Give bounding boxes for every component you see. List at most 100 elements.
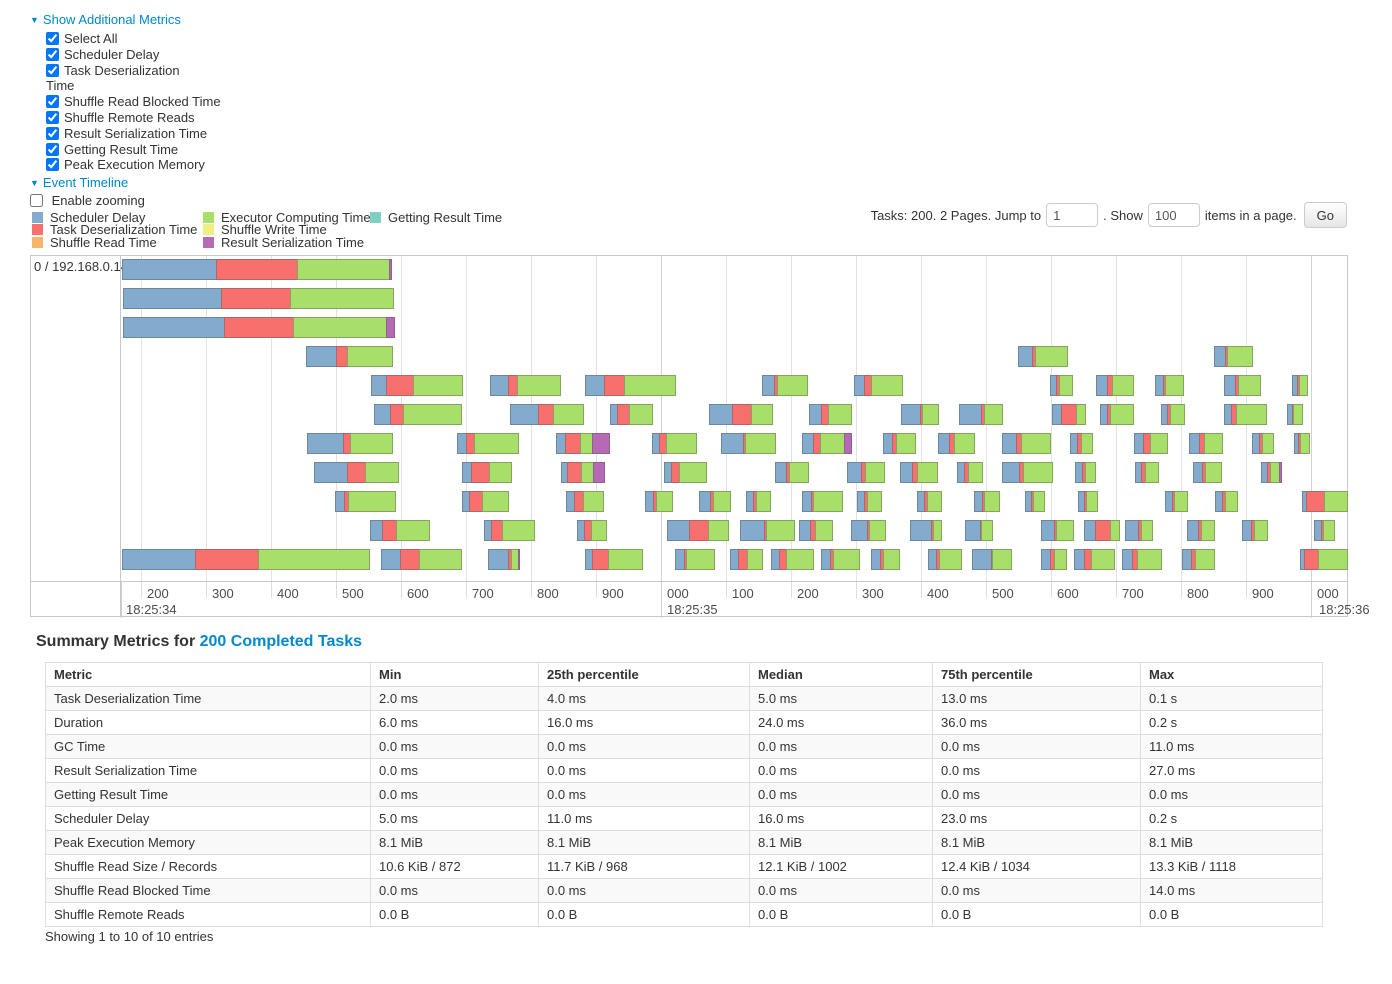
task-bar[interactable] [585,549,643,570]
task-bar[interactable] [1189,433,1223,454]
task-bar[interactable] [1261,462,1282,483]
go-button[interactable]: Go [1303,202,1347,228]
checkbox-icon[interactable] [46,158,59,172]
task-bar[interactable] [1252,433,1274,454]
metric-checkbox-task-deserialization-time[interactable]: Task Deserialization Time [46,63,196,95]
task-bar[interactable] [335,491,396,512]
task-bar[interactable] [1074,549,1115,570]
task-bar[interactable] [854,375,903,396]
task-bar[interactable] [917,491,942,512]
task-bar[interactable] [1182,549,1215,570]
metric-checkbox-result-serialization-time[interactable]: Result Serialization Time [46,126,246,142]
task-bar[interactable] [762,375,808,396]
task-bar[interactable] [871,549,900,570]
task-bar[interactable] [1041,549,1067,570]
checkbox-icon[interactable] [30,194,43,208]
task-bar[interactable] [851,520,886,541]
task-bar[interactable] [740,520,795,541]
task-bar[interactable] [510,404,584,425]
task-bar[interactable] [1287,404,1303,425]
checkbox-icon[interactable] [46,110,59,124]
task-bar[interactable] [1122,549,1162,570]
task-bar[interactable] [371,375,463,396]
checkbox-icon[interactable] [46,95,59,109]
task-bar[interactable] [645,491,673,512]
task-bar[interactable] [1125,520,1153,541]
task-bar[interactable] [1314,520,1335,541]
checkbox-icon[interactable] [46,63,59,77]
task-bar[interactable] [802,433,852,454]
task-bar[interactable] [374,404,462,425]
checkbox-icon[interactable] [46,47,59,61]
task-bar[interactable] [1075,462,1096,483]
completed-tasks-link[interactable]: 200 Completed Tasks [199,633,363,650]
task-bar[interactable] [1214,346,1253,367]
task-bar[interactable] [484,520,535,541]
task-bar[interactable] [306,346,393,367]
metric-checkbox-peak-execution-memory[interactable]: Peak Execution Memory [46,157,246,173]
task-bar[interactable] [1302,491,1348,512]
task-bar[interactable] [847,462,885,483]
task-bar[interactable] [652,433,697,454]
task-bar[interactable] [957,462,983,483]
task-bar[interactable] [556,433,610,454]
task-bar[interactable] [1155,375,1184,396]
checkbox-icon[interactable] [46,32,59,45]
task-bar[interactable] [730,549,763,570]
metric-checkbox-shuffle-remote-reads[interactable]: Shuffle Remote Reads [46,110,246,126]
task-bar[interactable] [1224,404,1267,425]
task-bar[interactable] [490,375,561,396]
task-bar[interactable] [1084,520,1120,541]
task-bar[interactable] [314,462,399,483]
task-bar[interactable] [585,375,676,396]
task-bar[interactable] [370,520,430,541]
task-bar[interactable] [910,520,942,541]
checkbox-icon[interactable] [46,142,59,156]
task-bar[interactable] [675,549,715,570]
checkbox-icon[interactable] [46,126,59,140]
task-bar[interactable] [1224,375,1261,396]
task-bar[interactable] [667,520,729,541]
task-bar[interactable] [122,549,370,570]
task-bar[interactable] [488,549,520,570]
task-bar[interactable] [972,549,1012,570]
task-bar[interactable] [1041,520,1074,541]
task-bar[interactable] [462,462,512,483]
task-bar[interactable] [1161,404,1185,425]
metric-checkbox-scheduler-delay[interactable]: Scheduler Delay [46,47,246,63]
enable-zooming-checkbox[interactable]: Enable zooming [30,193,246,209]
task-bar[interactable] [965,520,993,541]
task-bar[interactable] [1052,404,1086,425]
metric-checkbox-shuffle-read-blocked-time[interactable]: Shuffle Read Blocked Time [46,94,246,110]
task-bar[interactable] [122,259,392,280]
task-bar[interactable] [1165,491,1188,512]
task-bar[interactable] [799,520,833,541]
task-bar[interactable] [1292,375,1308,396]
jump-to-page-input[interactable] [1046,203,1099,227]
task-bar[interactable] [775,462,809,483]
task-bar[interactable] [883,433,916,454]
task-bar[interactable] [1070,433,1093,454]
task-bar[interactable] [123,288,394,309]
task-bar[interactable] [857,491,882,512]
task-bar[interactable] [938,433,975,454]
task-bar[interactable] [721,433,776,454]
task-bar[interactable] [1193,462,1222,483]
task-bar[interactable] [462,491,509,512]
task-bar[interactable] [802,491,843,512]
task-bar[interactable] [809,404,852,425]
task-bar[interactable] [610,404,653,425]
page-size-input[interactable] [1147,203,1200,227]
task-bar[interactable] [709,404,773,425]
event-timeline-toggle[interactable]: ▼ Event Timeline [30,175,246,191]
task-bar[interactable] [746,491,771,512]
task-bar[interactable] [1025,491,1045,512]
task-bar[interactable] [1100,404,1134,425]
task-bar[interactable] [577,520,607,541]
task-bar[interactable] [771,549,814,570]
task-bar[interactable] [1018,346,1068,367]
task-bar[interactable] [901,404,939,425]
task-bar[interactable] [123,317,395,338]
task-bar[interactable] [307,433,393,454]
task-bar[interactable] [1242,520,1268,541]
